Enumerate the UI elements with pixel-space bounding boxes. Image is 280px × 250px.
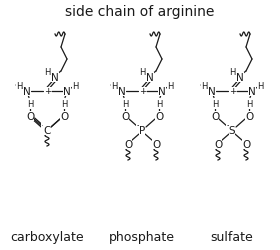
Text: H: H <box>27 100 33 109</box>
Text: N: N <box>248 87 256 97</box>
Text: O: O <box>245 112 253 122</box>
Text: O: O <box>26 112 34 122</box>
Text: phosphate: phosphate <box>109 230 175 243</box>
Text: O: O <box>124 140 132 149</box>
Text: N: N <box>51 73 59 83</box>
Text: S: S <box>229 126 235 136</box>
Text: H: H <box>122 100 128 109</box>
Text: carboxylate: carboxylate <box>10 230 84 243</box>
Text: H: H <box>139 68 145 77</box>
Text: side chain of arginine: side chain of arginine <box>65 5 215 19</box>
Text: H: H <box>111 82 117 91</box>
Text: H: H <box>44 68 50 77</box>
Text: N: N <box>23 87 31 97</box>
Text: H: H <box>229 68 235 77</box>
Text: O: O <box>214 140 222 149</box>
Text: C: C <box>43 126 51 136</box>
Text: N: N <box>158 87 166 97</box>
Text: O: O <box>60 112 68 122</box>
Text: H: H <box>212 100 218 109</box>
Text: H: H <box>167 82 173 91</box>
Text: -: - <box>136 121 140 130</box>
Text: O: O <box>155 112 163 122</box>
Text: H: H <box>61 100 67 109</box>
Text: N: N <box>208 87 216 97</box>
Text: -: - <box>226 121 230 130</box>
Text: H: H <box>16 82 22 91</box>
Text: H: H <box>72 82 78 91</box>
Text: N: N <box>118 87 126 97</box>
Text: +: + <box>229 87 237 96</box>
Text: +: + <box>44 87 52 96</box>
Text: N: N <box>63 87 71 97</box>
Text: O: O <box>211 112 219 122</box>
Text: O: O <box>242 140 250 149</box>
Text: H: H <box>156 100 162 109</box>
Text: sulfate: sulfate <box>211 230 253 243</box>
Text: O: O <box>152 140 160 149</box>
Text: -: - <box>41 121 45 130</box>
Text: P: P <box>139 126 145 136</box>
Text: H: H <box>257 82 263 91</box>
Text: H: H <box>201 82 207 91</box>
Text: H: H <box>246 100 252 109</box>
Text: +: + <box>139 87 147 96</box>
Text: O: O <box>121 112 129 122</box>
Text: N: N <box>236 73 244 83</box>
Text: N: N <box>146 73 154 83</box>
